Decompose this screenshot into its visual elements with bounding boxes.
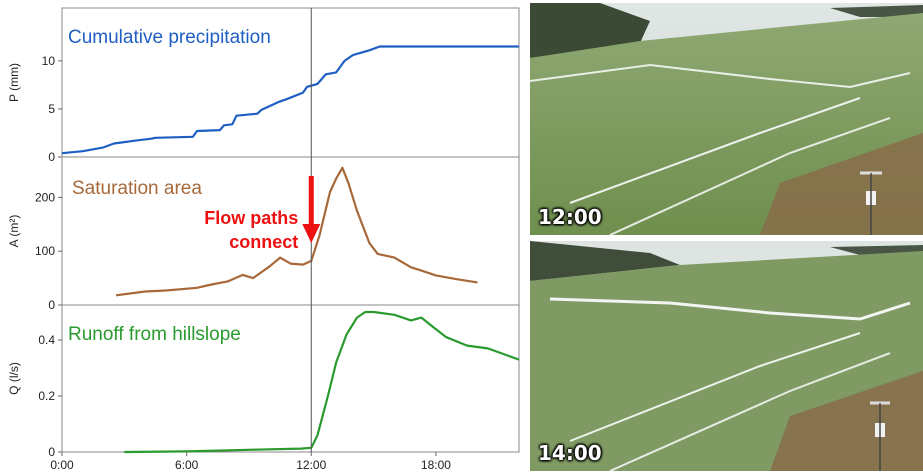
series-name-precip: Cumulative precipitation: [68, 27, 271, 48]
y-tick-label: 5: [48, 102, 55, 116]
y-tick-label: 0.2: [38, 389, 55, 403]
series-line-runoff: [124, 310, 520, 454]
y-tick-label: 0: [48, 150, 55, 164]
x-tick-label: 12:00: [296, 458, 326, 472]
annotation-text: Flow paths: [204, 208, 298, 228]
y-tick-label: 0: [48, 445, 55, 459]
photo-time-label: 14:00: [538, 441, 602, 465]
series-name-saturation: Saturation area: [72, 178, 202, 199]
y-tick-label: 100: [35, 244, 55, 258]
x-tick-label: 0:00: [50, 458, 74, 472]
field-photo-14h: 14:00: [530, 241, 923, 471]
panel-runoff: 0 0.2 0.4 Q (l/s) Runoff from hillslope: [7, 304, 520, 459]
x-tick-label: 6:00: [175, 458, 199, 472]
y-tick-label: 10: [42, 54, 56, 68]
annotation-text: connect: [229, 232, 298, 252]
photo-time-label: 12:00: [538, 205, 602, 229]
panel-frame: [61, 304, 520, 453]
field-photo-12h: 12:00: [530, 3, 923, 235]
hydrograph-chart: 0 5 10 P (mm) Cumulative precipitation 0 100 20…: [7, 7, 520, 472]
series-name-runoff: Runoff from hillslope: [68, 324, 241, 345]
y-axis-label: A (m²): [7, 215, 21, 248]
y-tick-label: 0.4: [38, 333, 55, 347]
panel-precip: 0 5 10 P (mm) Cumulative precipitation: [7, 7, 520, 164]
annotation-arrow-head: [302, 224, 321, 243]
series-line-precip: [61, 45, 519, 155]
x-tick-label: 18:00: [421, 458, 451, 472]
y-axis-label: Q (l/s): [7, 362, 21, 395]
y-tick-label: 0: [48, 298, 55, 312]
y-axis-label: P (mm): [7, 63, 21, 102]
y-tick-label: 200: [35, 190, 55, 204]
series-line-saturation: [115, 166, 478, 297]
